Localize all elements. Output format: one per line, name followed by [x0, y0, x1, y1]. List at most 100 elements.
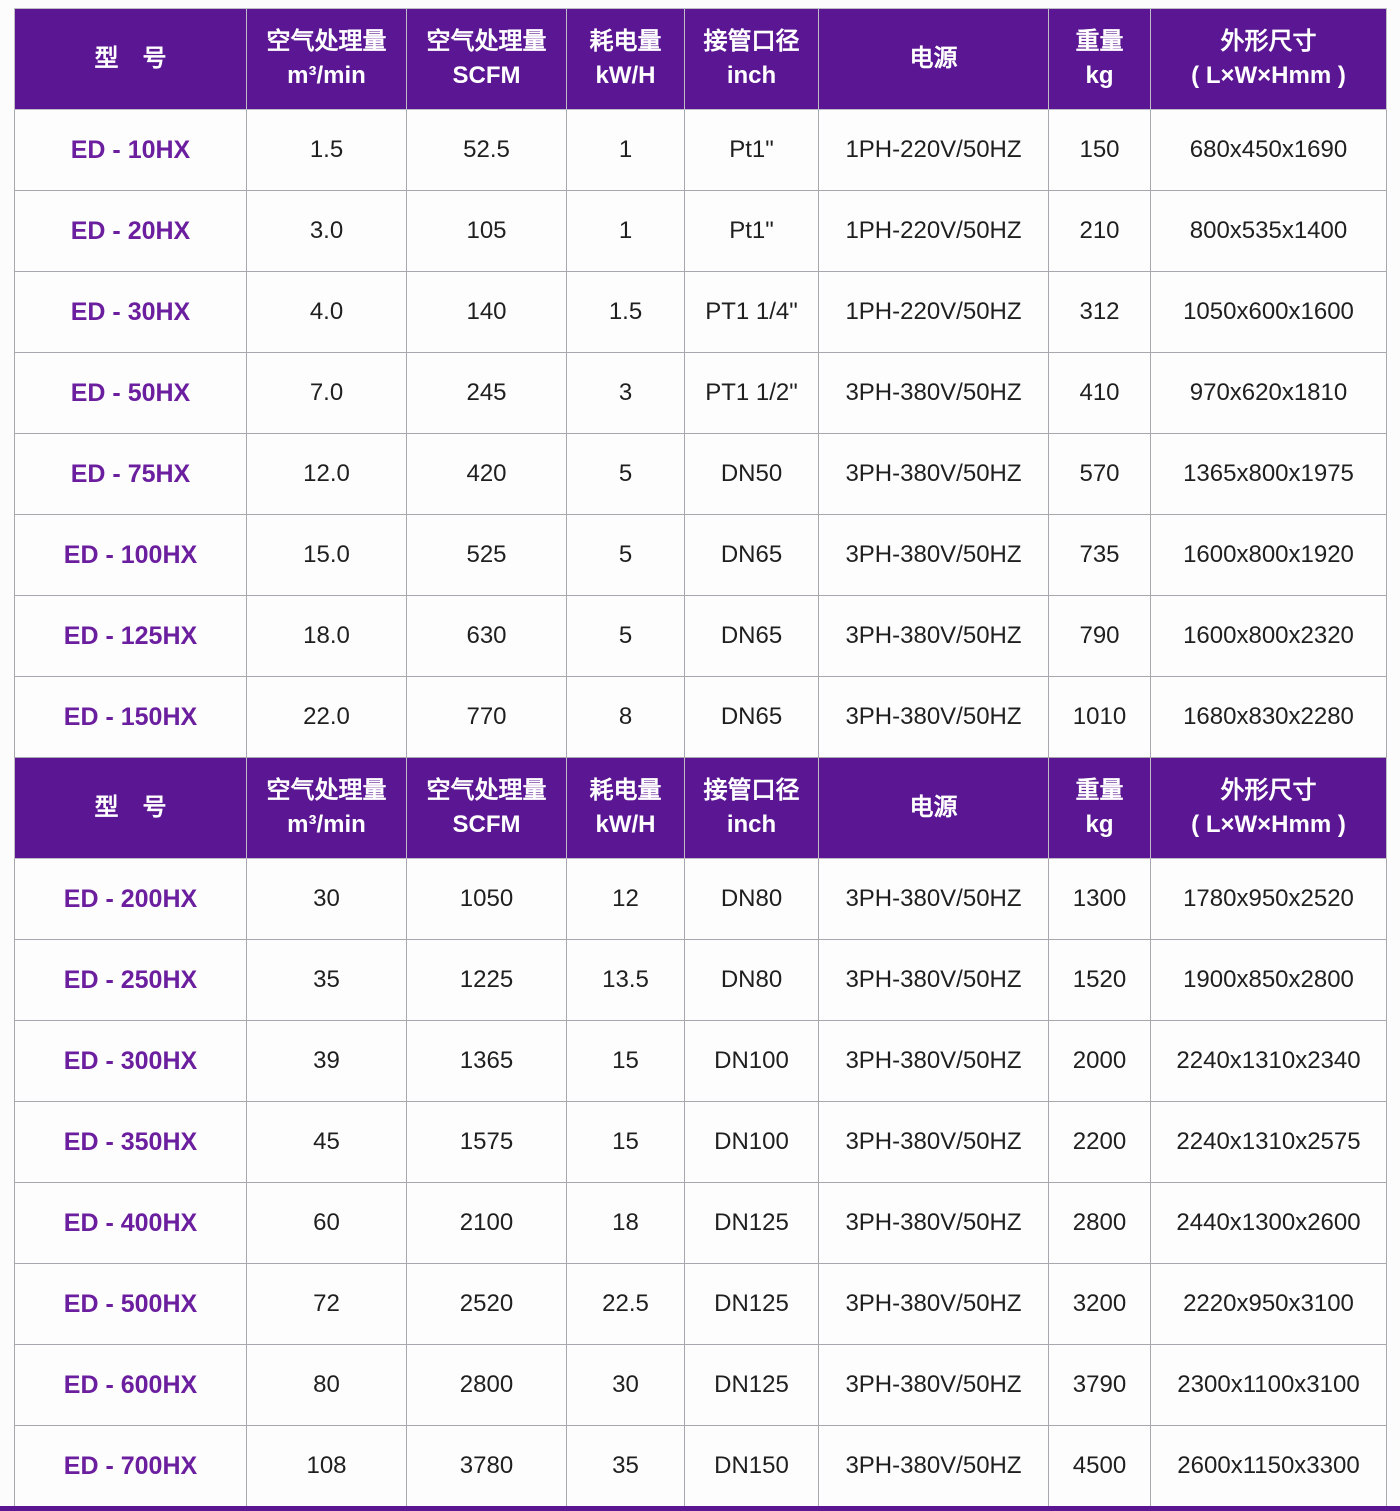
column-header-label: 电源	[909, 45, 958, 73]
column-header-weight_kg: 重量 kg	[1048, 8, 1151, 110]
model-cell: ED - 20HX	[14, 190, 247, 272]
value-cell-weight_kg: 735	[1048, 514, 1151, 596]
product-spec-sheet: 型 号空气处理量 m³/min 空气处理量 SCFM 耗电量 kW/H 接管口径 inch 电源…	[0, 8, 1400, 1511]
value-cell-airflow_scfm: 140	[406, 271, 567, 353]
value-cell-airflow_scfm: 1365	[406, 1020, 567, 1102]
value-cell-pipe_inch: DN65	[684, 595, 819, 677]
spec-row: ED - 10HX 1.5 52.5 1 Pt1" 1PH-220V/50HZ 150 680…	[14, 109, 1387, 191]
value-cell-power_kwh: 22.5	[566, 1263, 685, 1345]
value-cell-airflow_scfm: 1225	[406, 939, 567, 1021]
value-cell-dimensions: 1050x600x1600	[1150, 271, 1387, 353]
value-cell-power_kwh: 5	[566, 514, 685, 596]
column-header-label: 重量	[1075, 28, 1124, 56]
value-cell-power_supply: 3PH-380V/50HZ	[818, 1101, 1049, 1183]
model-cell: ED - 500HX	[14, 1263, 247, 1345]
value-cell-airflow_m3min: 12.0	[246, 433, 407, 515]
value-cell-airflow_m3min: 35	[246, 939, 407, 1021]
column-header-unit: m³/min	[287, 62, 366, 89]
value-cell-pipe_inch: PT1 1/4"	[684, 271, 819, 353]
value-cell-airflow_scfm: 525	[406, 514, 567, 596]
value-cell-power_kwh: 1.5	[566, 271, 685, 353]
value-cell-airflow_m3min: 7.0	[246, 352, 407, 434]
value-cell-pipe_inch: DN65	[684, 676, 819, 758]
value-cell-power_supply: 3PH-380V/50HZ	[818, 514, 1049, 596]
spec-row: ED - 350HX 45 1575 15 DN100 3PH-380V/50HZ 2200…	[14, 1101, 1387, 1183]
model-cell: ED - 250HX	[14, 939, 247, 1021]
value-cell-weight_kg: 150	[1048, 109, 1151, 191]
value-cell-pipe_inch: PT1 1/2"	[684, 352, 819, 434]
column-header-unit: SCFM	[452, 62, 521, 89]
value-cell-dimensions: 970x620x1810	[1150, 352, 1387, 434]
value-cell-airflow_scfm: 2520	[406, 1263, 567, 1345]
value-cell-airflow_m3min: 108	[246, 1425, 407, 1507]
value-cell-airflow_scfm: 2100	[406, 1182, 567, 1264]
column-header-power_kwh: 耗电量 kW/H	[566, 757, 685, 859]
value-cell-airflow_scfm: 105	[406, 190, 567, 272]
value-cell-weight_kg: 3200	[1048, 1263, 1151, 1345]
value-cell-weight_kg: 1010	[1048, 676, 1151, 758]
spec-row: ED - 100HX 15.0 525 5 DN65 3PH-380V/50HZ 735 16…	[14, 514, 1387, 596]
value-cell-airflow_scfm: 1050	[406, 858, 567, 940]
column-header-label: 型 号	[94, 794, 167, 822]
model-cell: ED - 300HX	[14, 1020, 247, 1102]
column-header-power_supply: 电源	[818, 757, 1049, 859]
column-header-unit: kg	[1085, 62, 1114, 89]
value-cell-power_supply: 1PH-220V/50HZ	[818, 271, 1049, 353]
spec-row: ED - 300HX 39 1365 15 DN100 3PH-380V/50HZ 2000…	[14, 1020, 1387, 1102]
column-header-model: 型 号	[14, 8, 247, 110]
value-cell-dimensions: 800x535x1400	[1150, 190, 1387, 272]
value-cell-dimensions: 1900x850x2800	[1150, 939, 1387, 1021]
value-cell-dimensions: 2600x1150x3300	[1150, 1425, 1387, 1507]
value-cell-pipe_inch: DN100	[684, 1020, 819, 1102]
value-cell-pipe_inch: DN125	[684, 1263, 819, 1345]
spec-row: ED - 125HX 18.0 630 5 DN65 3PH-380V/50HZ 790 16…	[14, 595, 1387, 677]
value-cell-power_kwh: 15	[566, 1101, 685, 1183]
value-cell-airflow_m3min: 30	[246, 858, 407, 940]
value-cell-weight_kg: 3790	[1048, 1344, 1151, 1426]
model-cell: ED - 350HX	[14, 1101, 247, 1183]
value-cell-airflow_scfm: 3780	[406, 1425, 567, 1507]
column-header-unit: ( L×W×Hmm )	[1191, 62, 1346, 89]
value-cell-power_kwh: 15	[566, 1020, 685, 1102]
value-cell-power_kwh: 30	[566, 1344, 685, 1426]
value-cell-dimensions: 1780x950x2520	[1150, 858, 1387, 940]
value-cell-airflow_m3min: 15.0	[246, 514, 407, 596]
column-header-airflow_m3min: 空气处理量 m³/min	[246, 8, 407, 110]
value-cell-pipe_inch: DN50	[684, 433, 819, 515]
spec-row: ED - 700HX 108 3780 35 DN150 3PH-380V/50HZ 450…	[14, 1425, 1387, 1507]
model-cell: ED - 100HX	[14, 514, 247, 596]
value-cell-dimensions: 2240x1310x2575	[1150, 1101, 1387, 1183]
value-cell-pipe_inch: DN125	[684, 1182, 819, 1264]
value-cell-weight_kg: 2200	[1048, 1101, 1151, 1183]
value-cell-airflow_m3min: 3.0	[246, 190, 407, 272]
value-cell-power_supply: 3PH-380V/50HZ	[818, 1263, 1049, 1345]
value-cell-airflow_m3min: 22.0	[246, 676, 407, 758]
value-cell-dimensions: 2440x1300x2600	[1150, 1182, 1387, 1264]
value-cell-pipe_inch: Pt1"	[684, 109, 819, 191]
value-cell-dimensions: 1680x830x2280	[1150, 676, 1387, 758]
spec-row: ED - 75HX 12.0 420 5 DN50 3PH-380V/50HZ 570 136…	[14, 433, 1387, 515]
model-cell: ED - 10HX	[14, 109, 247, 191]
value-cell-dimensions: 2240x1310x2340	[1150, 1020, 1387, 1102]
model-cell: ED - 150HX	[14, 676, 247, 758]
value-cell-power_supply: 3PH-380V/50HZ	[818, 858, 1049, 940]
column-header-unit: kW/H	[595, 811, 656, 838]
value-cell-dimensions: 680x450x1690	[1150, 109, 1387, 191]
value-cell-airflow_m3min: 18.0	[246, 595, 407, 677]
spec-row: ED - 500HX 72 2520 22.5 DN125 3PH-380V/50HZ 32…	[14, 1263, 1387, 1345]
value-cell-pipe_inch: DN125	[684, 1344, 819, 1426]
model-cell: ED - 50HX	[14, 352, 247, 434]
value-cell-power_supply: 3PH-380V/50HZ	[818, 433, 1049, 515]
value-cell-weight_kg: 570	[1048, 433, 1151, 515]
column-header-label: 空气处理量	[426, 28, 547, 56]
column-header-airflow_scfm: 空气处理量 SCFM	[406, 757, 567, 859]
value-cell-power_kwh: 5	[566, 433, 685, 515]
value-cell-dimensions: 1365x800x1975	[1150, 433, 1387, 515]
model-cell: ED - 75HX	[14, 433, 247, 515]
model-cell: ED - 600HX	[14, 1344, 247, 1426]
column-header-unit: kg	[1085, 811, 1114, 838]
header-row: 型 号 空气处理量 m³/min 空气处理量 SCFM 耗电量 kW/H 接管口径 inch 电源…	[14, 757, 1387, 859]
value-cell-airflow_scfm: 770	[406, 676, 567, 758]
value-cell-weight_kg: 4500	[1048, 1425, 1151, 1507]
value-cell-pipe_inch: DN65	[684, 514, 819, 596]
